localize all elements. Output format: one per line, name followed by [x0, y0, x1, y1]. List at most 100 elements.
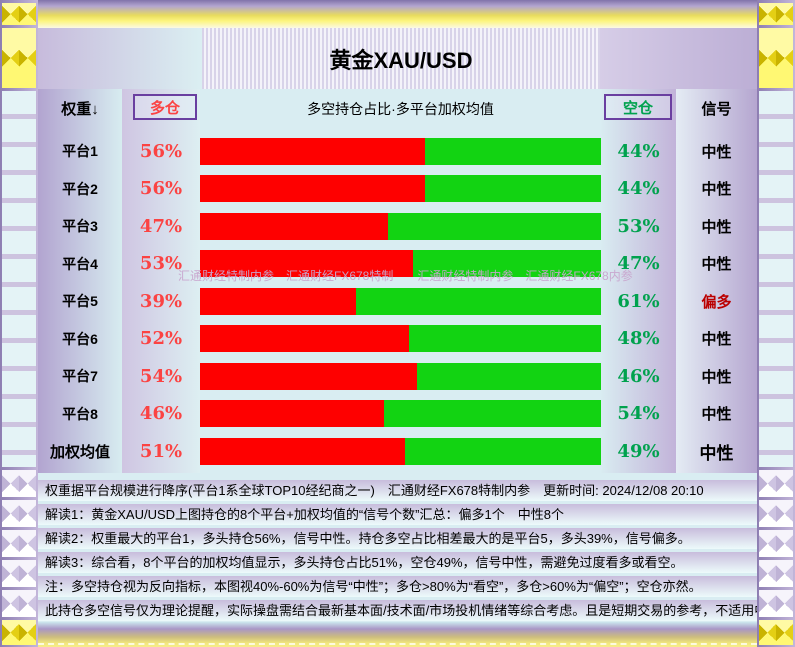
- short-bar-segment: [408, 325, 601, 352]
- table-row: 平台6 52% 48% 中性: [38, 325, 757, 353]
- short-percent-value: 54%: [617, 403, 660, 424]
- top-decorative-band: [38, 0, 757, 28]
- border-tile-strip: [759, 91, 793, 467]
- short-percent-value: 53%: [617, 215, 660, 237]
- title-bar: 黄金XAU/USD: [202, 28, 600, 89]
- long-bar-segment: [200, 212, 389, 240]
- diamond-ornament: [2, 28, 36, 88]
- short-bar-segment: [424, 175, 601, 202]
- footnote-line: 解读2：权重最大的平台1，多头持仓56%，信号中性。持仓多空占比相差最大的是平台…: [38, 528, 757, 549]
- short-bar-segment: [356, 287, 601, 315]
- long-bar-segment: [200, 250, 413, 277]
- signal-value: 中性: [701, 368, 732, 386]
- footnote-line: 解读1：黄金XAU/USD上图持仓的8个平台+加权均值的“信号个数”汇总：偏多1…: [38, 504, 757, 525]
- platform-label: 平台4: [62, 255, 98, 272]
- position-bar: [200, 212, 601, 240]
- right-decorative-border: [757, 0, 795, 647]
- short-percent-column-panel: [601, 89, 676, 473]
- short-percent-value: 49%: [617, 440, 660, 462]
- long-bar-segment: [200, 325, 409, 352]
- chart-panel: 黄金XAU/USD 权重↓ 多仓 多空持仓占比·多平台加权均值 空仓 信号 平台…: [38, 28, 757, 622]
- diamond-ornament: [2, 3, 36, 25]
- long-bar-segment: [200, 287, 357, 315]
- position-bar: [200, 362, 601, 390]
- long-percent-value: 53%: [139, 253, 183, 274]
- weight-header: 权重↓: [61, 101, 99, 118]
- short-percent-value: 44%: [617, 178, 660, 199]
- platform-rows: 平台1 56% 44% 中性 平台2 56% 44% 中性 平台3 47% 53…: [38, 133, 757, 473]
- long-percent-column-panel: [122, 89, 200, 473]
- platform-label: 平台7: [62, 368, 98, 384]
- diamond-ornament: [2, 530, 36, 557]
- platform-column-panel: [38, 89, 122, 473]
- short-bar-segment: [424, 137, 601, 165]
- long-bar-segment: [200, 175, 425, 202]
- long-percent-value: 47%: [139, 215, 183, 237]
- table-row: 平台2 56% 44% 中性: [38, 175, 757, 203]
- table-row: 加权均值 51% 49% 中性: [38, 437, 757, 465]
- diamond-ornament: [2, 590, 36, 617]
- platform-label: 平台2: [62, 180, 98, 197]
- footnote-line: 此持仓多空信号仅为理论提醒，实际操盘需结合最新基本面/技术面/市场投机情绪等综合…: [38, 600, 757, 621]
- position-bar: [200, 437, 601, 465]
- platform-label: 平台3: [62, 218, 98, 234]
- signal-value: 中性: [701, 218, 732, 236]
- short-percent-value: 47%: [617, 253, 660, 274]
- long-percent-value: 56%: [139, 178, 183, 199]
- long-legend-box: 多仓: [133, 94, 197, 120]
- short-legend-box: 空仓: [604, 94, 672, 120]
- signal-value: 中性: [701, 331, 732, 348]
- page-title: 黄金XAU/USD: [329, 47, 473, 73]
- signal-value: 中性: [701, 406, 732, 423]
- table-row: 平台5 39% 61% 偏多: [38, 287, 757, 315]
- position-bar: [200, 175, 601, 202]
- left-decorative-border: [0, 0, 38, 647]
- long-percent-value: 51%: [139, 440, 183, 462]
- table-row: 平台7 54% 46% 中性: [38, 362, 757, 390]
- long-bar-segment: [200, 400, 385, 427]
- signal-header: 信号: [701, 101, 732, 118]
- diamond-ornament: [2, 560, 36, 587]
- footnotes: 权重据平台规模进行降序(平台1系全球TOP10经纪商之一) 汇通财经FX678特…: [38, 480, 757, 621]
- platform-label: 平台1: [62, 143, 98, 159]
- long-percent-value: 39%: [139, 290, 183, 312]
- signal-value: 偏多: [701, 293, 732, 311]
- short-bar-segment: [384, 400, 601, 427]
- short-bar-segment: [388, 212, 601, 240]
- short-percent-value: 44%: [617, 140, 660, 162]
- title-side-fill-right: [600, 28, 757, 89]
- footnote-line: 注：多空持仓视为反向指标，本图视40%-60%为信号“中性”；多仓>80%为“看…: [38, 576, 757, 597]
- platform-label: 平台5: [62, 293, 98, 309]
- short-percent-value: 61%: [617, 290, 660, 312]
- diamond-ornament: [2, 620, 36, 645]
- short-percent-value: 48%: [617, 328, 660, 349]
- long-bar-segment: [200, 137, 425, 165]
- signal-column-panel: [676, 89, 757, 473]
- long-percent-value: 46%: [139, 403, 183, 424]
- position-bar: [200, 250, 601, 277]
- diamond-ornament: [759, 560, 793, 587]
- title-side-fill-left: [38, 28, 202, 89]
- table-row: 平台3 47% 53% 中性: [38, 212, 757, 240]
- signal-value: 中性: [701, 181, 732, 198]
- border-tile-strip: [2, 91, 36, 467]
- short-bar-segment: [404, 437, 601, 465]
- position-bar: [200, 325, 601, 352]
- diamond-ornament: [759, 28, 793, 88]
- long-bar-segment: [200, 437, 405, 465]
- signal-value: 中性: [701, 256, 732, 273]
- position-bar: [200, 137, 601, 165]
- diamond-ornament: [2, 500, 36, 527]
- signal-value: 中性: [699, 443, 734, 463]
- diamond-ornament: [759, 500, 793, 527]
- footnote-line: 权重据平台规模进行降序(平台1系全球TOP10经纪商之一) 汇通财经FX678特…: [38, 480, 757, 501]
- table-row: 平台8 46% 54% 中性: [38, 400, 757, 428]
- platform-label: 加权均值: [49, 443, 110, 461]
- table-row: 平台4 53% 47% 中性: [38, 250, 757, 278]
- position-bar: [200, 287, 601, 315]
- table-row: 平台1 56% 44% 中性: [38, 137, 757, 165]
- long-bar-segment: [200, 362, 417, 390]
- platform-label: 平台8: [62, 405, 98, 422]
- subtitle-header: 多空持仓占比·多平台加权均值: [307, 101, 494, 117]
